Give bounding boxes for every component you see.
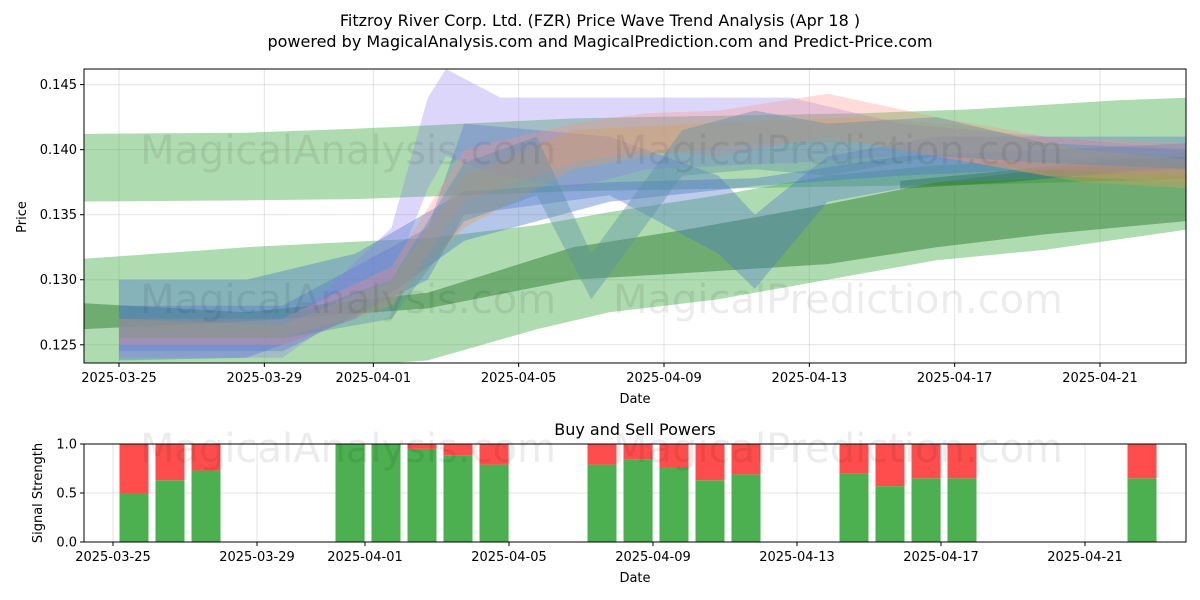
signal-bars <box>119 444 1157 542</box>
price-band-7 <box>119 93 1186 345</box>
buy-bar <box>839 473 869 542</box>
buy-bar <box>335 444 365 542</box>
signal-x-tick-label: 2025-03-29 <box>219 550 295 565</box>
price-panel: MagicalAnalysis.com MagicalPrediction.co… <box>15 68 1187 407</box>
price-y-ticks: 0.125 0.130 0.135 0.140 0.145 <box>40 78 84 353</box>
sell-bar <box>695 444 725 481</box>
watermark-prediction-bottom: MagicalPrediction.com <box>613 426 1063 472</box>
signal-x-ticks: 2025-03-25 2025-03-29 2025-04-01 2025-04-05… <box>75 542 1123 565</box>
sell-bar <box>731 444 761 475</box>
price-x-ticks: 2025-03-25 2025-03-29 2025-04-01 2025-04-05… <box>81 363 1138 386</box>
buy-bar <box>587 464 617 542</box>
price-y-tick-label: 0.140 <box>40 143 77 158</box>
buy-bar <box>659 467 689 542</box>
sell-bar <box>623 444 653 460</box>
chart-title: Fitzroy River Corp. Ltd. (FZR) Price Wav… <box>340 11 860 30</box>
signal-y-tick-label: 0.5 <box>56 487 77 502</box>
buy-bar <box>119 493 149 542</box>
signal-x-tick-label: 2025-04-01 <box>327 550 403 565</box>
buy-bar <box>191 470 221 542</box>
watermark-analysis-mid: MagicalAnalysis.com <box>140 277 556 323</box>
signal-title: Buy and Sell Powers <box>554 420 716 439</box>
signal-x-tick-label: 2025-04-05 <box>471 550 547 565</box>
watermark-prediction-mid: MagicalPrediction.com <box>613 277 1063 323</box>
buy-bar <box>623 459 653 542</box>
price-x-tick-label: 2025-03-25 <box>81 371 157 386</box>
buy-bar <box>443 455 473 542</box>
sell-bar <box>1127 444 1157 479</box>
price-y-tick-label: 0.130 <box>40 273 77 288</box>
price-y-tick-label: 0.145 <box>40 78 77 93</box>
signal-y-label: Signal Strength <box>31 443 46 543</box>
signal-x-tick-label: 2025-04-21 <box>1047 550 1123 565</box>
signal-x-tick-label: 2025-04-17 <box>903 550 979 565</box>
sell-bar <box>407 444 437 449</box>
price-y-label: Price <box>15 201 30 233</box>
buy-bar <box>407 448 437 542</box>
watermark-prediction-top: MagicalPrediction.com <box>613 128 1063 174</box>
signal-panel: Buy and Sell Powers MagicalAnalysis.com … <box>31 420 1187 586</box>
price-x-tick-label: 2025-04-17 <box>917 371 993 386</box>
buy-bar <box>731 474 761 542</box>
sell-bar <box>443 444 473 456</box>
buy-bar <box>875 486 905 542</box>
price-plot-border <box>83 68 1187 364</box>
sell-bar <box>155 444 185 481</box>
price-band-8 <box>119 117 1186 339</box>
signal-x-tick-label: 2025-04-13 <box>759 550 835 565</box>
price-band-4 <box>119 143 1186 361</box>
price-x-tick-label: 2025-04-01 <box>336 371 412 386</box>
signal-y-tick-label: 1.0 <box>56 438 77 453</box>
price-y-tick-label: 0.125 <box>40 338 77 353</box>
chart-subtitle: powered by MagicalAnalysis.com and Magic… <box>267 32 932 51</box>
buy-bar <box>1127 478 1157 542</box>
sell-bar <box>191 444 221 471</box>
buy-bar <box>695 480 725 542</box>
price-x-tick-label: 2025-04-09 <box>626 371 702 386</box>
price-band-5 <box>119 123 1186 352</box>
signal-y-ticks: 0.0 0.5 1.0 <box>56 438 84 551</box>
price-x-label: Date <box>619 392 650 407</box>
sell-bar <box>839 444 869 474</box>
price-band-0 <box>84 97 1186 202</box>
sell-bar <box>479 444 509 465</box>
buy-bar <box>371 444 401 542</box>
price-bands <box>84 69 1186 363</box>
signal-y-tick-label: 0.0 <box>56 536 77 551</box>
sell-bar <box>659 444 689 468</box>
buy-bar <box>155 480 185 542</box>
signal-x-tick-label: 2025-04-09 <box>615 550 691 565</box>
sell-bar <box>947 444 977 479</box>
sell-bar <box>875 444 905 487</box>
buy-bar <box>947 478 977 542</box>
sell-bar <box>119 444 149 493</box>
price-band-3 <box>900 157 1186 189</box>
watermark-analysis-top: MagicalAnalysis.com <box>140 128 556 174</box>
price-x-tick-label: 2025-03-29 <box>227 371 303 386</box>
buy-bar <box>479 464 509 542</box>
price-band-6 <box>119 69 1186 358</box>
price-x-tick-label: 2025-04-05 <box>481 371 557 386</box>
sell-bar <box>587 444 617 465</box>
price-band-2 <box>84 156 1186 330</box>
price-x-tick-label: 2025-04-13 <box>772 371 848 386</box>
signal-x-tick-label: 2025-03-25 <box>75 550 151 565</box>
sell-bar <box>911 444 941 479</box>
watermark-analysis-bottom: MagicalAnalysis.com <box>140 426 556 472</box>
price-y-tick-label: 0.135 <box>40 208 77 223</box>
signal-x-label: Date <box>619 571 650 586</box>
buy-bar <box>911 478 941 542</box>
price-x-tick-label: 2025-04-21 <box>1062 371 1138 386</box>
